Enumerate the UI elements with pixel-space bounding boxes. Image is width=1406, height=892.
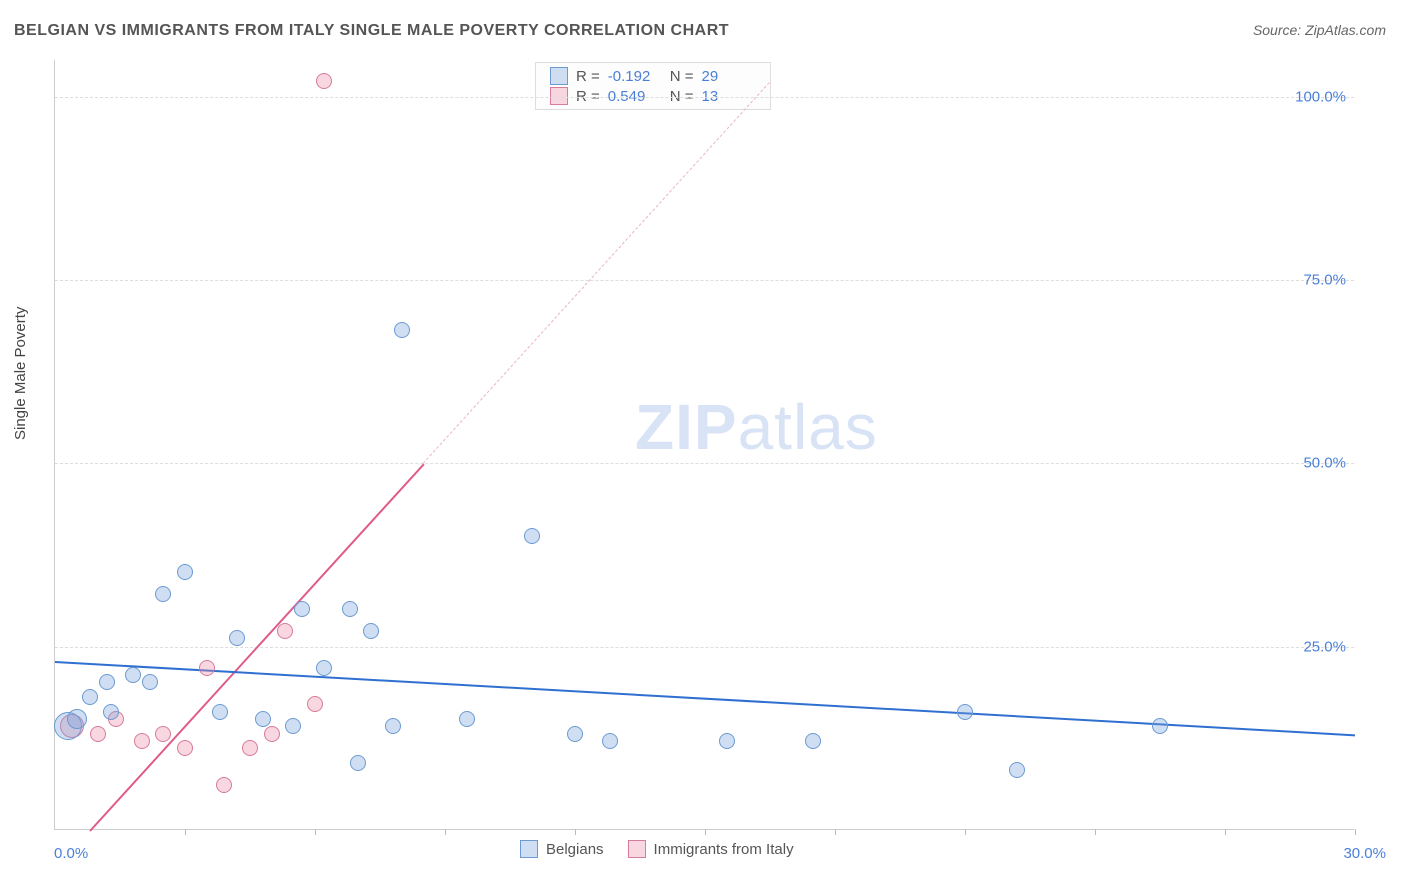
point-belgians bbox=[255, 711, 271, 727]
x-tick-mark bbox=[705, 829, 706, 835]
trendline-italy bbox=[89, 464, 424, 832]
point-belgians bbox=[177, 564, 193, 580]
point-belgians bbox=[524, 528, 540, 544]
x-tick-mark bbox=[1355, 829, 1356, 835]
chart-title: BELGIAN VS IMMIGRANTS FROM ITALY SINGLE … bbox=[14, 22, 729, 40]
gridline bbox=[55, 280, 1354, 281]
gridline bbox=[55, 463, 1354, 464]
legend-item-belgians: Belgians bbox=[520, 840, 604, 858]
legend-label-belgians: Belgians bbox=[546, 841, 604, 858]
watermark-atlas: atlas bbox=[738, 391, 878, 463]
x-tick-mark bbox=[185, 829, 186, 835]
point-belgians bbox=[82, 689, 98, 705]
x-axis-max-label: 30.0% bbox=[1343, 845, 1386, 862]
point-italy bbox=[264, 726, 280, 742]
point-belgians bbox=[394, 322, 410, 338]
x-tick-mark bbox=[1095, 829, 1096, 835]
watermark: ZIPatlas bbox=[635, 390, 878, 464]
point-belgians bbox=[342, 601, 358, 617]
x-tick-mark bbox=[575, 829, 576, 835]
point-belgians bbox=[350, 755, 366, 771]
gridline bbox=[55, 97, 1354, 98]
point-belgians bbox=[316, 660, 332, 676]
point-belgians bbox=[459, 711, 475, 727]
point-belgians bbox=[805, 733, 821, 749]
point-belgians bbox=[67, 709, 87, 729]
point-belgians bbox=[567, 726, 583, 742]
point-belgians bbox=[229, 630, 245, 646]
point-belgians bbox=[103, 704, 119, 720]
point-italy bbox=[277, 623, 293, 639]
point-italy bbox=[216, 777, 232, 793]
source-attribution: Source: ZipAtlas.com bbox=[1253, 22, 1386, 38]
y-tick-label: 75.0% bbox=[1303, 272, 1346, 289]
y-tick-label: 25.0% bbox=[1303, 638, 1346, 655]
x-axis-min-label: 0.0% bbox=[54, 845, 88, 862]
point-belgians bbox=[385, 718, 401, 734]
point-italy bbox=[177, 740, 193, 756]
point-belgians bbox=[602, 733, 618, 749]
y-axis-label: Single Male Poverty bbox=[12, 307, 29, 440]
point-belgians bbox=[363, 623, 379, 639]
x-tick-mark bbox=[965, 829, 966, 835]
gridline bbox=[55, 647, 1354, 648]
point-belgians bbox=[142, 674, 158, 690]
point-belgians bbox=[294, 601, 310, 617]
y-tick-label: 100.0% bbox=[1295, 88, 1346, 105]
correlation-legend: R = -0.192 N = 29 R = 0.549 N = 13 bbox=[535, 62, 771, 110]
swatch-belgians bbox=[550, 67, 568, 85]
n-label: N = bbox=[670, 68, 694, 85]
x-tick-mark bbox=[445, 829, 446, 835]
series-legend: Belgians Immigrants from Italy bbox=[520, 840, 794, 858]
point-belgians bbox=[1152, 718, 1168, 734]
x-tick-mark bbox=[1225, 829, 1226, 835]
point-italy bbox=[242, 740, 258, 756]
r-label: R = bbox=[576, 68, 600, 85]
watermark-zip: ZIP bbox=[635, 391, 738, 463]
y-tick-label: 50.0% bbox=[1303, 455, 1346, 472]
point-belgians bbox=[285, 718, 301, 734]
point-italy bbox=[90, 726, 106, 742]
x-tick-mark bbox=[835, 829, 836, 835]
point-belgians bbox=[125, 667, 141, 683]
x-tick-mark bbox=[315, 829, 316, 835]
legend-item-italy: Immigrants from Italy bbox=[628, 840, 794, 858]
point-belgians bbox=[99, 674, 115, 690]
r-value-belgians: -0.192 bbox=[608, 68, 662, 85]
point-belgians bbox=[212, 704, 228, 720]
point-italy bbox=[316, 73, 332, 89]
point-belgians bbox=[957, 704, 973, 720]
chart-container: BELGIAN VS IMMIGRANTS FROM ITALY SINGLE … bbox=[0, 0, 1406, 892]
point-belgians bbox=[155, 586, 171, 602]
correlation-row-belgians: R = -0.192 N = 29 bbox=[550, 67, 756, 85]
swatch-belgians bbox=[520, 840, 538, 858]
point-italy bbox=[307, 696, 323, 712]
legend-label-italy: Immigrants from Italy bbox=[654, 841, 794, 858]
point-belgians bbox=[719, 733, 735, 749]
n-value-belgians: 29 bbox=[702, 68, 756, 85]
point-italy bbox=[199, 660, 215, 676]
plot-area: ZIPatlas R = -0.192 N = 29 R = 0.549 N =… bbox=[54, 60, 1354, 830]
point-italy bbox=[155, 726, 171, 742]
point-belgians bbox=[1009, 762, 1025, 778]
point-italy bbox=[134, 733, 150, 749]
swatch-italy bbox=[628, 840, 646, 858]
